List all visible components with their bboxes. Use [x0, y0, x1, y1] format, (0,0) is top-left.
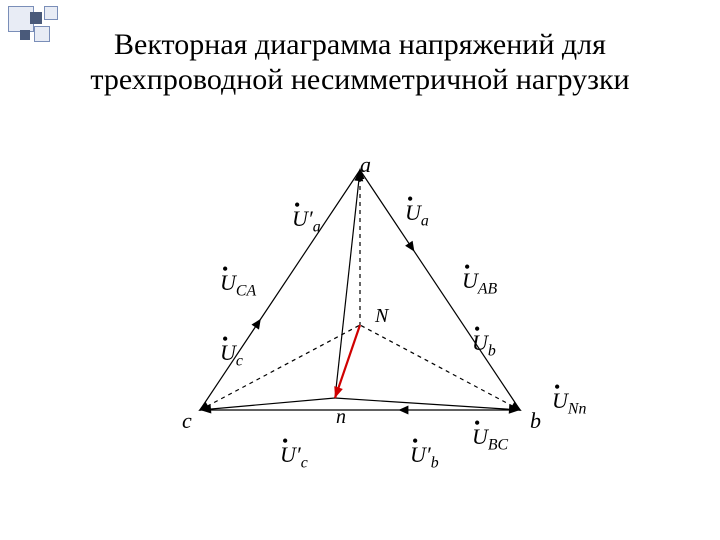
- vector-diagram: abcNn•Ua•Ub•Uc•U′a•U′b•U′c•UAB•UBC•UCA•U…: [120, 150, 600, 510]
- slide-title: Векторная диаграмма напряжений для трехп…: [0, 28, 720, 97]
- diagram-svg: [120, 150, 600, 510]
- title-line-1: Векторная диаграмма напряжений для: [0, 28, 720, 63]
- title-line-2: трехпроводной несимметричной нагрузки: [0, 63, 720, 98]
